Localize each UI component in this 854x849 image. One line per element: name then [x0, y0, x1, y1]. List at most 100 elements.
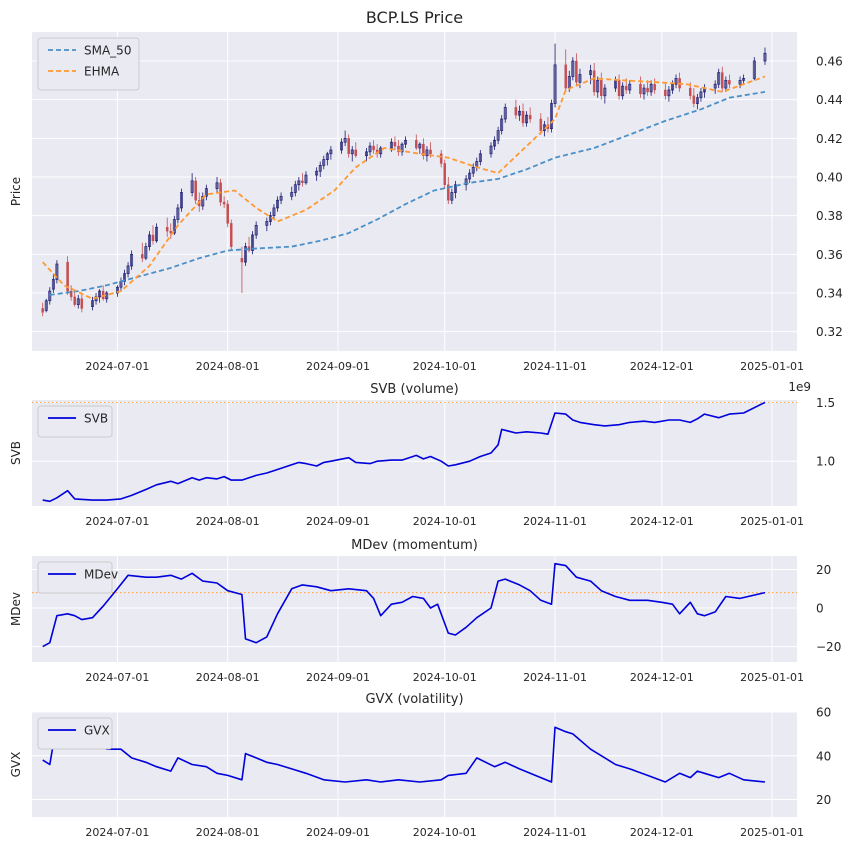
panel-1: 2024-07-01 2024-08-01 2024-09-01 2024-10-01…	[9, 380, 835, 528]
candle-body	[254, 224, 258, 236]
candlestick	[41, 302, 44, 317]
x-tick-label: 2025-01-01	[740, 671, 804, 684]
candle-body	[293, 184, 297, 193]
candlestick	[425, 146, 429, 162]
candlestick	[244, 242, 247, 266]
candlestick	[144, 242, 148, 261]
candle-body	[400, 143, 404, 153]
candle-body	[692, 95, 696, 104]
candlestick	[738, 76, 742, 89]
x-tick-label: 2024-08-01	[196, 671, 260, 684]
candle-body	[397, 145, 400, 153]
candlestick	[301, 173, 304, 187]
candle-body	[600, 80, 603, 97]
x-tick-label: 2024-08-01	[196, 360, 260, 373]
candlestick	[493, 136, 496, 150]
y-tick-label: 60	[816, 706, 831, 720]
candlestick	[422, 138, 425, 160]
candlestick	[215, 177, 219, 193]
x-tick-label: 2025-01-01	[740, 826, 804, 839]
candle-body	[639, 83, 642, 95]
candle-body	[649, 83, 653, 93]
candlestick	[126, 262, 130, 278]
x-tick-label: 2024-11-01	[523, 826, 587, 839]
x-tick-label: 2024-11-01	[523, 360, 587, 373]
candle-body	[272, 207, 276, 217]
candlestick	[44, 298, 48, 313]
candlestick	[272, 204, 276, 220]
candlestick	[91, 296, 94, 311]
candlestick	[496, 126, 500, 145]
candlestick	[525, 111, 528, 127]
candle-body	[365, 151, 368, 157]
candle-body	[347, 138, 350, 154]
candle-body	[674, 78, 678, 85]
plot-background	[32, 556, 797, 662]
candlestick	[322, 155, 326, 170]
candlestick	[180, 188, 183, 212]
candlestick	[155, 223, 158, 243]
candle-body	[322, 159, 326, 166]
candlestick	[98, 289, 102, 303]
candlestick	[48, 287, 52, 305]
candle-body	[521, 111, 525, 124]
candle-body	[240, 258, 244, 263]
x-tick-label: 2024-12-01	[630, 360, 694, 373]
candle-body	[55, 263, 59, 280]
candlestick	[639, 76, 642, 98]
panel-title: MDev (momentum)	[351, 538, 478, 553]
candle-body	[343, 137, 347, 143]
candlestick	[400, 142, 404, 156]
candlestick	[450, 188, 454, 205]
candle-body	[169, 230, 173, 234]
candle-body	[478, 153, 482, 162]
candle-body	[738, 79, 742, 85]
candle-body	[389, 141, 393, 149]
candle-body	[41, 308, 44, 313]
legend-frame	[37, 717, 113, 750]
candlestick	[325, 151, 329, 166]
candlestick	[254, 221, 258, 239]
series-line-svb	[42, 401, 766, 503]
candlestick	[699, 88, 703, 102]
candle-body	[98, 290, 102, 298]
candle-body	[443, 163, 447, 185]
x-tick-label: 2024-07-01	[85, 671, 149, 684]
x-tick-label: 2024-07-01	[85, 826, 149, 839]
candlestick	[628, 80, 632, 94]
legend-frame	[37, 405, 113, 438]
candle-body	[763, 52, 767, 62]
candle-body	[340, 141, 343, 151]
plot-background	[32, 400, 797, 506]
x-tick-label: 2025-01-01	[740, 515, 804, 528]
candle-body	[126, 265, 130, 275]
candle-body	[66, 261, 69, 292]
panel-0: 2024-07-01 2024-08-01 2024-09-01 2024-10-01…	[9, 8, 843, 373]
candlestick	[343, 130, 347, 147]
legend: SVB	[37, 405, 113, 438]
candle-body	[379, 147, 383, 155]
plot-background	[32, 712, 797, 817]
candlestick	[304, 171, 308, 185]
candlestick	[528, 107, 532, 123]
candle-body	[728, 80, 731, 85]
candle-body	[318, 165, 322, 172]
candle-body	[653, 83, 656, 91]
x-tick-label: 2024-11-01	[523, 671, 587, 684]
candlestick	[724, 76, 728, 92]
candlestick	[176, 204, 180, 224]
candle-body	[550, 103, 553, 130]
candlestick	[713, 80, 717, 94]
y-axis-label: SVB	[9, 441, 23, 465]
candlestick	[439, 149, 443, 168]
x-tick-label: 2024-10-01	[413, 826, 477, 839]
y-tick-label: 0	[816, 602, 824, 616]
candlestick	[717, 68, 721, 89]
candlestick	[141, 242, 144, 263]
candlestick	[500, 115, 504, 135]
candle-body	[276, 199, 279, 209]
y-tick-label: 0.40	[816, 171, 843, 185]
y-tick-label: 0.34	[816, 287, 843, 301]
y-tick-label: 0.46	[816, 55, 843, 69]
